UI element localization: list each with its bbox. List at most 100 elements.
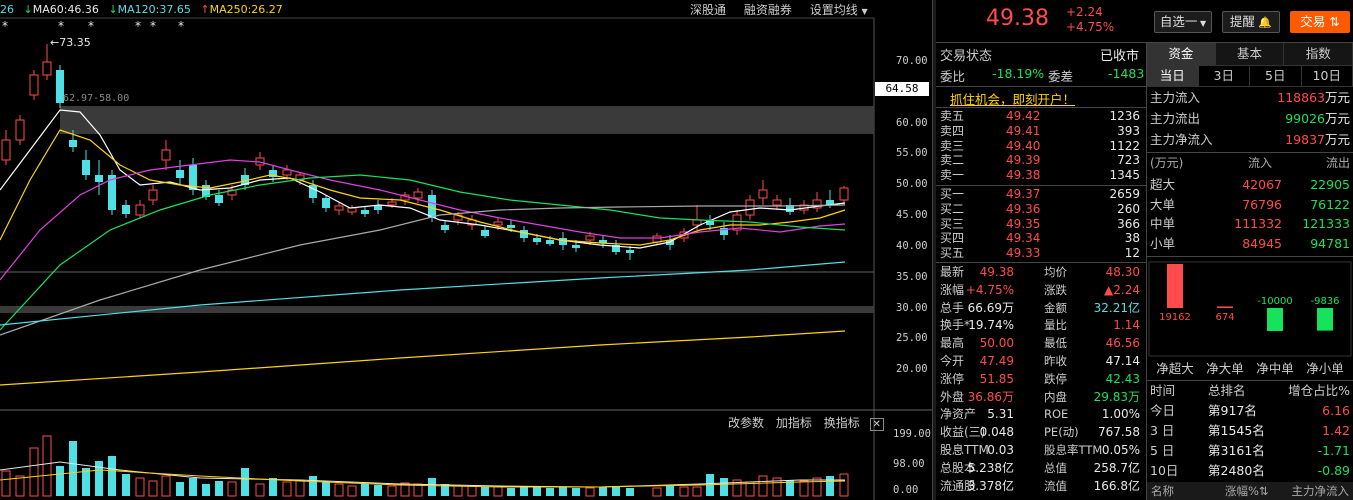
net-flow-label: 净超大 — [1156, 361, 1194, 376]
price-axis-tick: 25.00 — [896, 332, 928, 344]
volume-bar — [255, 483, 265, 497]
rank-row[interactable]: 5 日 第3161名 -1.71 — [1150, 441, 1350, 460]
left-divider-2 — [936, 107, 1146, 108]
price-axis-tick: 60.00 — [896, 117, 928, 129]
link-ma-settings[interactable]: 设置均线 — [809, 3, 858, 17]
flow-amount: 118863 — [1277, 90, 1325, 105]
ma250-label: MA250:26.27 — [209, 3, 283, 16]
star-icon[interactable]: * — [2, 19, 8, 33]
rank-period: 3 日 — [1150, 423, 1175, 438]
panel-divider[interactable] — [932, 0, 936, 500]
quote-value: 5.31 — [987, 407, 1014, 422]
star-icon[interactable]: * — [88, 19, 94, 33]
quote-label: 最新 — [940, 265, 965, 279]
footer-name-col[interactable]: 名称 — [1151, 484, 1174, 498]
candle — [347, 205, 357, 215]
star-icon[interactable]: * — [178, 19, 184, 33]
star-icon[interactable]: * — [150, 19, 156, 33]
ask-row[interactable]: 卖四 49.41 393 — [940, 124, 1146, 139]
star-icon[interactable]: * — [58, 19, 64, 33]
tab-period-3[interactable]: 10日 — [1302, 66, 1353, 86]
edit-params-link[interactable]: 改参数 — [728, 416, 765, 430]
quote-value: 51.85 — [979, 371, 1014, 386]
candle — [706, 215, 714, 230]
fund-footer: 名称 涨幅%⇅ 主力净流入 — [1147, 482, 1353, 500]
bid-row[interactable]: 买四 49.34 38 — [940, 231, 1146, 246]
bid-row[interactable]: 买二 49.36 260 — [940, 202, 1146, 217]
volume-bar — [69, 441, 77, 496]
tab-fund-1[interactable]: 基本 — [1216, 43, 1285, 65]
kline-chart-area[interactable]: 26 ↓MA60:46.36 ↓MA120:37.65 ↑MA250:26.27… — [0, 0, 932, 500]
order-price: 49.35 — [1006, 216, 1041, 231]
volume-bar — [347, 485, 357, 497]
range-label: 62.97-58.00 — [63, 93, 130, 104]
flow-unit: 万元 — [1324, 111, 1350, 126]
quote-label: 净资产 — [940, 407, 977, 422]
volume-bar — [626, 488, 634, 496]
add-indicator-link[interactable]: 加指标 — [775, 416, 812, 430]
column-divider — [1146, 43, 1147, 500]
candle — [745, 195, 755, 220]
main-flow-summary: 主力流入 118863万元 主力流出 99026万元 主力净流入 19837万元 — [1150, 88, 1350, 152]
tab-fund-2[interactable]: 指数 — [1284, 43, 1353, 65]
rank-row[interactable]: 10日 第2480名 -0.89 — [1150, 461, 1350, 480]
fund-table: (万元) 流入 流出 超大 42067 22905 大单 76796 76122 中单 111332… — [1150, 154, 1350, 254]
link-margin-trading[interactable]: 融资融券 — [743, 3, 792, 17]
watchlist-dropdown[interactable]: 自选一 ▼ — [1154, 11, 1212, 33]
price-axis: 70.0065.0060.0055.0050.0045.0040.0035.00… — [874, 0, 930, 410]
footer-netflow-col[interactable]: 主力净流入 — [1291, 484, 1350, 498]
volume-bar — [720, 478, 728, 496]
candle — [812, 192, 822, 212]
flow-amount: 99026 — [1285, 111, 1325, 126]
flow-label: 主力净流入 — [1150, 132, 1213, 147]
net-flow-chart: 19162 净超大 674 净大单 -10000 净中单 -9836 净小单 — [1148, 261, 1352, 376]
weibi-row: 委比 -18.19% 委差 -1483 — [940, 66, 1146, 85]
bid-row[interactable]: 买三 49.35 366 — [940, 217, 1146, 232]
weibi-label: 委比 — [940, 69, 966, 84]
fund-out-value: 76122 — [1310, 196, 1350, 212]
flow-row: 主力流出 99026万元 — [1150, 109, 1350, 128]
star-icon[interactable]: * — [135, 19, 141, 33]
weicha-label: 委差 — [1048, 69, 1074, 84]
flow-label: 主力流出 — [1150, 111, 1201, 126]
link-hk-connect[interactable]: 深股通 — [690, 3, 727, 17]
volume-bar — [826, 476, 834, 496]
candle — [400, 192, 410, 205]
tab-period-2[interactable]: 5日 — [1250, 66, 1302, 86]
trade-button[interactable]: 交易 ⇅ — [1290, 11, 1350, 33]
switch-indicator-link[interactable]: 换指标 — [823, 416, 860, 430]
order-level-label: 卖三 — [940, 138, 965, 153]
high-price-marker: ←73.35 — [50, 36, 91, 49]
candle — [95, 160, 103, 195]
candle — [559, 232, 567, 250]
ask-row[interactable]: 卖一 49.38 1345 — [940, 168, 1146, 183]
tab-fund-0[interactable]: 资金 — [1147, 43, 1216, 65]
volume-bar — [799, 480, 809, 497]
quote-value: 258.7亿 — [1093, 460, 1140, 475]
net-flow-label: 净中单 — [1256, 361, 1294, 376]
ask-row[interactable]: 卖二 49.39 723 — [940, 153, 1146, 168]
open-account-banner[interactable]: 抓住机会，即刻开户！ — [950, 92, 1076, 107]
bid-row[interactable]: 买五 49.33 12 — [940, 246, 1146, 261]
tab-period-1[interactable]: 3日 — [1199, 66, 1250, 86]
rank-row[interactable]: 今日 第917名 6.16 — [1150, 401, 1350, 420]
chevron-down-icon[interactable]: ▼ — [861, 7, 868, 16]
footer-change-col[interactable]: 涨幅%⇅ — [1225, 482, 1269, 500]
close-icon[interactable]: ✕ — [869, 418, 884, 431]
candle — [599, 235, 607, 248]
remind-button[interactable]: 提醒 🔔 — [1222, 11, 1280, 33]
quote-row: 今开 47.49 昨收 47.14 — [940, 352, 1146, 370]
volume-bar — [428, 478, 436, 496]
order-volume: 366 — [1117, 216, 1140, 231]
order-volume: 393 — [1117, 123, 1140, 138]
ask-row[interactable]: 卖三 49.40 1122 — [940, 139, 1146, 154]
bid-row[interactable]: 买一 49.37 2659 — [940, 187, 1146, 202]
price-axis-tick: 55.00 — [896, 147, 928, 159]
tab-period-0[interactable]: 当日 — [1147, 66, 1199, 86]
volume-bar — [692, 486, 702, 497]
kline-chart[interactable] — [0, 0, 932, 500]
volume-bar — [269, 478, 277, 496]
ask-row[interactable]: 卖五 49.42 1236 — [940, 109, 1146, 124]
rank-row[interactable]: 3 日 第1545名 1.42 — [1150, 421, 1350, 440]
volume-ma-line — [0, 469, 846, 488]
